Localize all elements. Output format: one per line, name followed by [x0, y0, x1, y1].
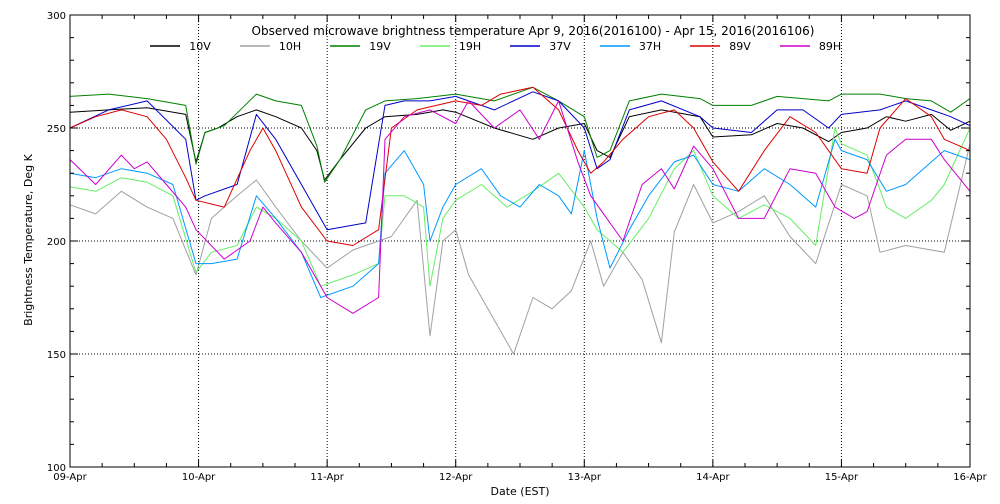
x-axis-label: Date (EST) [490, 485, 549, 498]
legend-label-10h: 10H [279, 40, 301, 53]
x-tick-label: 09-Apr [53, 472, 87, 483]
series-line-37h [69, 138, 971, 298]
legend-label-10v: 10V [189, 40, 211, 53]
x-tick-label: 16-Apr [953, 472, 987, 483]
axis-ticks: 09-Apr 10-Apr 11-Apr 12-Apr 13-Apr 14-Apr 15-A… [47, 11, 988, 483]
legend-label-19h: 19H [459, 40, 481, 53]
y-tick-label: 150 [47, 350, 66, 361]
series-line-19v [69, 86, 971, 183]
series-line-89h [69, 100, 971, 314]
series-line-10v [69, 107, 971, 181]
x-tick-label: 14-Apr [696, 472, 730, 483]
series-lines [69, 86, 971, 355]
series-line-89v [69, 86, 971, 246]
legend-label-89h: 89H [819, 40, 841, 53]
legend-label-19v: 19V [369, 40, 391, 53]
y-axis-label: Brightness Temperature, Deg K [22, 153, 35, 325]
legend-label-89v: 89V [729, 40, 751, 53]
x-tick-label: 15-Apr [825, 472, 859, 483]
x-tick-label: 10-Apr [182, 472, 216, 483]
chart-title: Observed microwave brightness temperatur… [252, 24, 815, 38]
series-line-19h [69, 127, 971, 287]
legend-label-37h: 37H [639, 40, 661, 53]
y-tick-label: 200 [47, 237, 66, 248]
y-tick-label: 250 [47, 124, 66, 135]
series-line-37v [69, 91, 971, 231]
legend: 10V 10H 19V 19H 37V 37H 89V 89H [150, 40, 841, 53]
y-tick-label: 100 [47, 463, 66, 474]
y-tick-label: 300 [47, 11, 66, 22]
series-line-10h [69, 143, 971, 355]
x-tick-label: 12-Apr [439, 472, 473, 483]
legend-label-37v: 37V [549, 40, 571, 53]
x-tick-label: 13-Apr [568, 472, 602, 483]
x-tick-label: 11-Apr [310, 472, 344, 483]
